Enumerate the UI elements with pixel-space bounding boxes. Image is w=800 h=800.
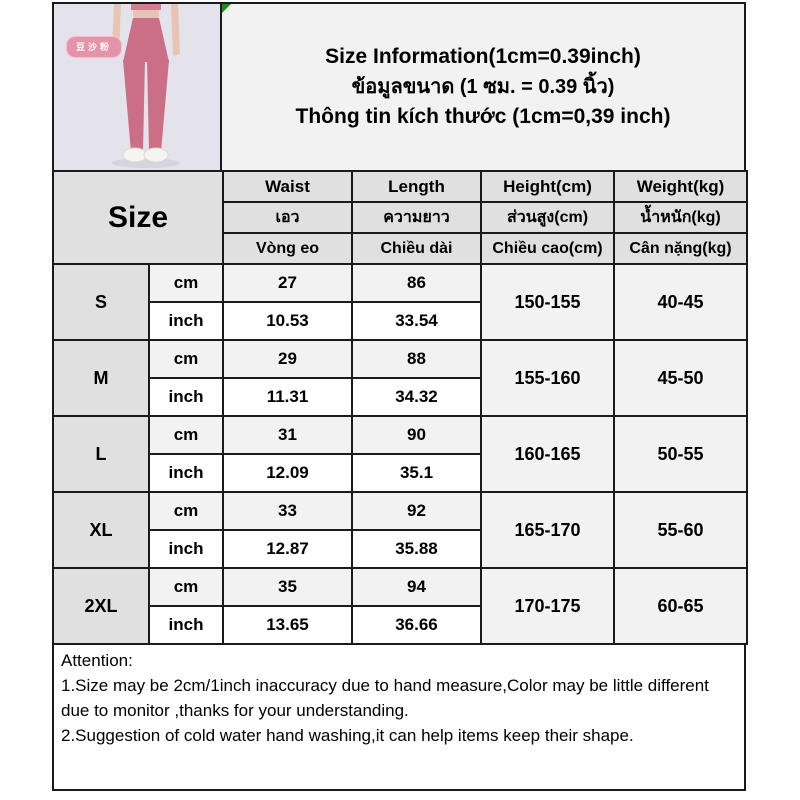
header-row-vi: Vòng eo Chiều dài Chiều cao(cm) Cân nặng… xyxy=(53,232,748,265)
col-header-weight-en: Weight(kg) xyxy=(613,170,748,203)
height-range-2xl: 170-175 xyxy=(480,567,615,645)
table-row-s-cm: S cm 27 86 150-155 40-45 xyxy=(52,263,748,341)
col-header-length-th: ความยาว xyxy=(351,201,482,234)
attention-heading: Attention: xyxy=(61,651,133,670)
header-section: 豆沙粉 Size Information(1cm=0.39inch) ข้อมู… xyxy=(52,2,746,170)
size-label-l: L xyxy=(52,415,150,493)
table-row-2xl-cm: 2XL cm 35 94 170-175 60-65 xyxy=(52,567,748,645)
col-header-height-en: Height(cm) xyxy=(480,170,615,203)
col-header-length-vi: Chiều dài xyxy=(351,232,482,265)
table-row-l-cm: L cm 31 90 160-165 50-55 xyxy=(52,415,748,493)
length-inch-m: 34.32 xyxy=(351,377,482,417)
waist-cm-s: 27 xyxy=(222,263,353,303)
col-header-weight-th: น้ำหนัก(kg) xyxy=(613,201,748,234)
length-inch-s: 33.54 xyxy=(351,301,482,341)
length-cm-xl: 92 xyxy=(351,491,482,531)
waist-inch-s: 10.53 xyxy=(222,301,353,341)
page-title-th: ข้อมูลขนาด (1 ซม. = 0.39 นิ้ว) xyxy=(351,75,615,98)
header-row-th: เอว ความยาว ส่วนสูง(cm) น้ำหนัก(kg) xyxy=(53,201,748,234)
col-header-height-th: ส่วนสูง(cm) xyxy=(480,201,615,234)
length-cm-m: 88 xyxy=(351,339,482,379)
unit-label-inch: inch xyxy=(148,529,224,569)
product-photo: 豆沙粉 xyxy=(54,4,222,170)
col-header-weight-vi: Cân nặng(kg) xyxy=(613,232,748,265)
header-row-en: Size Waist Length Height(cm) Weight(kg) xyxy=(52,170,748,265)
waist-inch-xl: 12.87 xyxy=(222,529,353,569)
size-header-cell: Size xyxy=(52,170,224,265)
height-range-s: 150-155 xyxy=(480,263,615,341)
page-title-en: Size Information(1cm=0.39inch) xyxy=(325,45,641,69)
green-corner-marker xyxy=(222,4,231,13)
height-range-l: 160-165 xyxy=(480,415,615,493)
table-row-m-inch: inch 11.31 34.32 xyxy=(53,377,747,417)
length-inch-2xl: 36.66 xyxy=(351,605,482,645)
size-label-2xl: 2XL xyxy=(52,567,150,645)
attention-notes: Attention: 1.Size may be 2cm/1inch inacc… xyxy=(52,645,746,791)
size-label-m: M xyxy=(52,339,150,417)
col-header-length-en: Length xyxy=(351,170,482,203)
length-cm-2xl: 94 xyxy=(351,567,482,607)
weight-range-m: 45-50 xyxy=(613,339,748,417)
attention-line-2: 2.Suggestion of cold water hand washing,… xyxy=(61,726,634,745)
table-row-2xl-inch: inch 13.65 36.66 xyxy=(53,605,747,645)
unit-label-cm: cm xyxy=(148,415,224,455)
waist-inch-m: 11.31 xyxy=(222,377,353,417)
waist-cm-2xl: 35 xyxy=(222,567,353,607)
waist-cm-l: 31 xyxy=(222,415,353,455)
col-header-waist-th: เอว xyxy=(222,201,353,234)
size-label-s: S xyxy=(52,263,150,341)
waist-inch-l: 12.09 xyxy=(222,453,353,493)
waist-cm-m: 29 xyxy=(222,339,353,379)
table-row-xl-cm: XL cm 33 92 165-170 55-60 xyxy=(52,491,748,569)
length-cm-s: 86 xyxy=(351,263,482,303)
col-header-height-vi: Chiều cao(cm) xyxy=(480,232,615,265)
table-row-xl-inch: inch 12.87 35.88 xyxy=(53,529,747,569)
unit-label-cm: cm xyxy=(148,339,224,379)
height-range-xl: 165-170 xyxy=(480,491,615,569)
col-header-waist-en: Waist xyxy=(222,170,353,203)
waist-cm-xl: 33 xyxy=(222,491,353,531)
unit-label-inch: inch xyxy=(148,453,224,493)
unit-label-inch: inch xyxy=(148,605,224,645)
title-panel: Size Information(1cm=0.39inch) ข้อมูลขนา… xyxy=(222,4,744,170)
size-label-xl: XL xyxy=(52,491,150,569)
color-name-badge: 豆沙粉 xyxy=(66,36,123,58)
weight-range-xl: 55-60 xyxy=(613,491,748,569)
weight-range-l: 50-55 xyxy=(613,415,748,493)
unit-label-cm: cm xyxy=(148,263,224,303)
length-inch-l: 35.1 xyxy=(351,453,482,493)
attention-line-1: 1.Size may be 2cm/1inch inaccuracy due t… xyxy=(61,676,709,720)
height-range-m: 155-160 xyxy=(480,339,615,417)
length-cm-l: 90 xyxy=(351,415,482,455)
table-row-m-cm: M cm 29 88 155-160 45-50 xyxy=(52,339,748,417)
size-table: Size Waist Length Height(cm) Weight(kg) … xyxy=(52,170,748,645)
length-inch-xl: 35.88 xyxy=(351,529,482,569)
unit-label-inch: inch xyxy=(148,377,224,417)
leggings-figure-image xyxy=(54,4,218,170)
col-header-waist-vi: Vòng eo xyxy=(222,232,353,265)
weight-range-s: 40-45 xyxy=(613,263,748,341)
table-row-s-inch: inch 10.53 33.54 xyxy=(53,301,747,341)
sheet: 豆沙粉 Size Information(1cm=0.39inch) ข้อมู… xyxy=(52,2,748,791)
table-row-l-inch: inch 12.09 35.1 xyxy=(53,453,747,493)
weight-range-2xl: 60-65 xyxy=(613,567,748,645)
unit-label-inch: inch xyxy=(148,301,224,341)
unit-label-cm: cm xyxy=(148,567,224,607)
unit-label-cm: cm xyxy=(148,491,224,531)
page-title-vi: Thông tin kích thước (1cm=0,39 inch) xyxy=(295,104,671,128)
waist-inch-2xl: 13.65 xyxy=(222,605,353,645)
